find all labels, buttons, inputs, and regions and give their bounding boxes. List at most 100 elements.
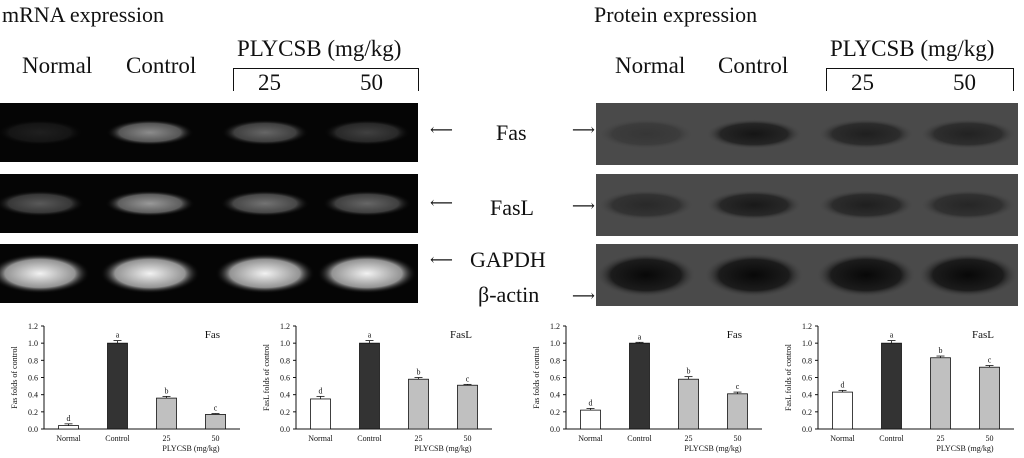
y-axis-label: Fas folds of control: [532, 346, 541, 409]
gel-band: [598, 190, 694, 220]
significance-letter: a: [116, 331, 120, 340]
bar: [930, 357, 951, 430]
y-tick-label: 0.0: [280, 425, 290, 434]
y-axis-label: FasL folds of control: [262, 343, 271, 411]
y-tick-label: 0.2: [550, 408, 560, 417]
gel-band: [704, 253, 804, 297]
y-tick-label: 0.2: [28, 408, 38, 417]
gel-band: [215, 253, 315, 294]
bar: [58, 425, 79, 430]
bar: [457, 384, 478, 430]
gel-band: [920, 119, 1016, 149]
x-tick-label: 50: [212, 434, 220, 443]
bar: [979, 366, 1000, 430]
bar: [408, 378, 429, 430]
fas-mrna-bands: [0, 119, 411, 146]
gel-band: [322, 190, 412, 217]
significance-letter: d: [589, 398, 593, 407]
gel-band: [105, 190, 195, 217]
gel-band: [918, 253, 1018, 297]
y-tick-label: 0.4: [550, 391, 560, 400]
gel-band: [323, 119, 411, 146]
y-tick-label: 0.8: [280, 356, 290, 365]
x-tick-label: Normal: [830, 434, 855, 443]
bar: [629, 342, 650, 430]
y-tick-label: 1.2: [280, 322, 290, 331]
lane-label-normal: Normal: [22, 53, 93, 78]
gapdh-mrna-blot: [0, 244, 418, 303]
bar: [359, 342, 380, 430]
dose-group-label: PLYCSB (mg/kg): [237, 36, 402, 61]
x-axis-label: PLYCSB (mg/kg): [936, 444, 994, 453]
gel-band: [818, 119, 914, 149]
gel-band: [818, 190, 914, 220]
x-tick-label: 25: [163, 434, 171, 443]
gene-label-fas: Fas: [496, 120, 527, 145]
x-axis-label: PLYCSB (mg/kg): [414, 444, 472, 453]
fasl-protein-bands: [598, 190, 1016, 220]
bar-chart-fas-protein: 0.0 0.2 0.4 0.6 0.8 1.0 1.2 Fas folds of contro…: [532, 322, 762, 453]
bar: [107, 342, 128, 430]
y-tick-label: 0.4: [280, 391, 290, 400]
x-tick-label: Control: [105, 434, 130, 443]
y-tick-label: 0.2: [280, 408, 290, 417]
bar: [881, 342, 902, 430]
gapdh-mrna-bands: [0, 253, 417, 294]
x-tick-label: Control: [879, 434, 904, 443]
fas-protein-bands: [598, 119, 1016, 149]
significance-letter: d: [319, 386, 323, 395]
fas-mrna-blot: [0, 103, 418, 162]
gel-band: [0, 119, 84, 146]
significance-letter: b: [687, 367, 691, 376]
y-axis-label: FasL folds of control: [784, 343, 793, 411]
x-tick-label: 50: [734, 434, 742, 443]
x-tick-label: Control: [357, 434, 382, 443]
fasl-mrna-blot: [0, 174, 418, 233]
y-tick-label: 0.4: [28, 391, 38, 400]
y-tick-label: 0.8: [550, 356, 560, 365]
x-tick-label: 50: [986, 434, 994, 443]
dose-label-50: 50: [953, 70, 976, 95]
gel-band: [706, 190, 802, 220]
y-tick-label: 1.2: [28, 322, 38, 331]
y-tick-label: 0.6: [280, 374, 290, 383]
significance-letter: c: [736, 382, 740, 391]
gel-band: [598, 119, 694, 149]
x-tick-label: Control: [627, 434, 652, 443]
x-axis-label: PLYCSB (mg/kg): [684, 444, 742, 453]
gene-label-beta-actin: β-actin: [478, 282, 540, 307]
lane-label-control: Control: [126, 53, 197, 78]
gel-band: [220, 190, 310, 217]
significance-letter: d: [67, 414, 71, 423]
x-tick-label: Normal: [578, 434, 603, 443]
gene-label-gapdh: GAPDH: [470, 247, 546, 272]
mrna-panel-title: mRNA expression: [2, 2, 164, 27]
y-tick-label: 1.0: [802, 339, 812, 348]
x-tick-label: 25: [415, 434, 423, 443]
beta-actin-protein-blot: [596, 244, 1018, 306]
y-tick-label: 0.6: [802, 374, 812, 383]
y-tick-label: 1.0: [280, 339, 290, 348]
x-tick-label: 25: [685, 434, 693, 443]
y-tick-label: 0.8: [28, 356, 38, 365]
significance-letter: a: [890, 331, 894, 340]
gel-band: [317, 253, 417, 294]
significance-letter: b: [939, 346, 943, 355]
lane-label-control: Control: [718, 53, 789, 78]
fasl-mrna-bands: [0, 190, 412, 217]
dose-label-25: 25: [258, 70, 281, 95]
bar: [310, 398, 331, 430]
gel-band: [816, 253, 916, 297]
bar: [205, 414, 226, 430]
x-tick-label: 50: [464, 434, 472, 443]
chart-title: FasL: [450, 329, 472, 341]
gel-band: [221, 119, 309, 146]
bar-chart-fasl-protein: 0.0 0.2 0.4 0.6 0.8 1.0 1.2 FasL folds of contr…: [784, 322, 1014, 453]
significance-letter: b: [417, 368, 421, 377]
bar-chart-fas-mrna: 0.0 0.2 0.4 0.6 0.8 1.0 1.2 Fas folds of contro…: [10, 322, 240, 453]
bar: [727, 393, 748, 430]
arrow-left-icon: ⟵: [430, 195, 453, 212]
dose-label-25: 25: [851, 70, 874, 95]
significance-letter: c: [214, 404, 218, 413]
x-tick-label: Normal: [56, 434, 81, 443]
